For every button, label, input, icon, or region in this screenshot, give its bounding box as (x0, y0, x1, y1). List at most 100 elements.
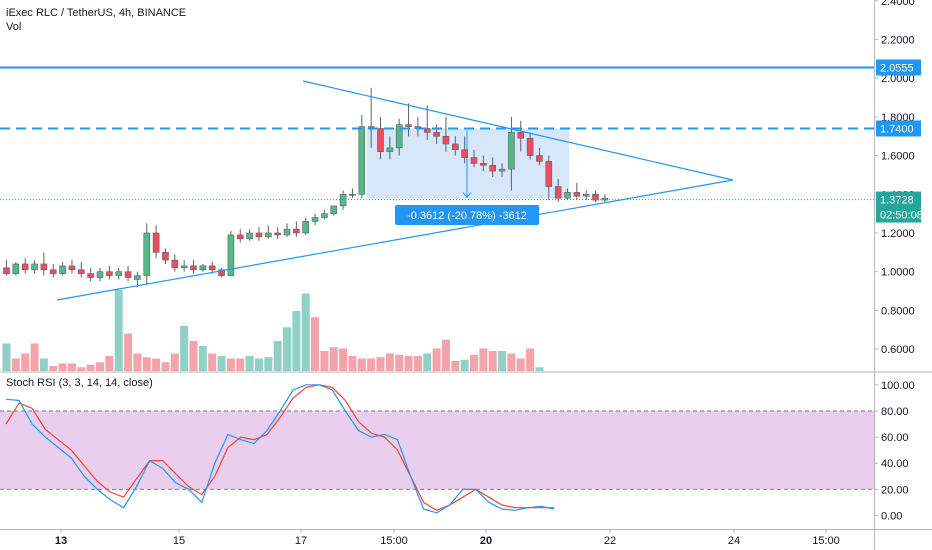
current-price-tag-bg (876, 191, 921, 208)
candle-body[interactable] (190, 265, 197, 271)
candle-body[interactable] (386, 147, 394, 153)
volume-bar (39, 358, 48, 371)
candle-body[interactable] (405, 124, 412, 127)
candle-body[interactable] (480, 163, 487, 166)
candle-body[interactable] (49, 269, 57, 274)
candle-body[interactable] (489, 164, 497, 172)
candle-body[interactable] (31, 263, 38, 271)
candle-body[interactable] (87, 273, 94, 278)
candle-body[interactable] (40, 263, 48, 271)
volume-bar (58, 363, 67, 371)
resistance-price-tag-bg (876, 59, 921, 76)
candle-body[interactable] (180, 265, 188, 269)
volume-bar (348, 356, 357, 371)
price-pane[interactable]: -0.3612 (-20.78%) -3612 (0, 0, 874, 371)
candle-body[interactable] (227, 234, 235, 276)
candle-body[interactable] (208, 265, 216, 271)
candle-body[interactable] (451, 143, 459, 151)
candle-body[interactable] (246, 232, 253, 240)
volume-bar (273, 341, 282, 371)
candle-body[interactable] (68, 265, 76, 271)
candle-body[interactable] (358, 126, 366, 195)
candle-body[interactable] (171, 259, 179, 269)
price-tick-label: 0.8000 (881, 305, 915, 317)
volume-bar (451, 361, 460, 371)
candle-body[interactable] (143, 232, 151, 276)
price-tick-label: 1.0000 (881, 267, 915, 279)
candle-body[interactable] (526, 137, 534, 156)
candle-body[interactable] (573, 192, 581, 197)
candle-body[interactable] (218, 269, 225, 276)
candle-body[interactable] (321, 213, 328, 218)
candle-body[interactable] (199, 265, 207, 271)
candle-body[interactable] (508, 132, 515, 170)
price-tick-label: 1.6000 (881, 151, 915, 163)
stoch-rsi-d-line[interactable] (5, 384, 555, 511)
stoch-rsi-k-line[interactable] (5, 384, 555, 514)
candle-body[interactable] (601, 197, 609, 201)
candle-body[interactable] (302, 221, 310, 234)
candle-body[interactable] (96, 271, 104, 278)
candle-body[interactable] (134, 275, 141, 280)
candle-body[interactable] (582, 194, 590, 197)
triangle-lower-line[interactable] (56, 179, 734, 301)
stoch-rsi-pane[interactable] (0, 384, 874, 514)
time-tick-label: 17 (295, 535, 307, 547)
candle-body[interactable] (433, 132, 440, 137)
candle-body[interactable] (330, 205, 338, 214)
candle-body[interactable] (12, 263, 20, 274)
candle-body[interactable] (274, 232, 281, 236)
candle-body[interactable] (236, 234, 244, 240)
candle-body[interactable] (554, 186, 562, 199)
volume-bar (161, 362, 170, 371)
candle-body[interactable] (517, 132, 525, 139)
candle-body[interactable] (461, 149, 468, 158)
candle-body[interactable] (115, 271, 122, 276)
dashed-level-price-tag: 1.7400 (880, 124, 914, 136)
volume-bar (208, 353, 217, 371)
candle-body[interactable] (536, 155, 543, 162)
dashed-level-price-tag-bg (876, 120, 921, 137)
volume-bar (292, 311, 301, 371)
candle-body[interactable] (564, 192, 571, 199)
rsi-tick-label: 40.00 (881, 458, 909, 470)
volume-bar (189, 341, 198, 371)
candle-body[interactable] (545, 161, 553, 187)
stoch-rsi-legend[interactable]: Stoch RSI (3, 3, 14, 14, close) (6, 377, 153, 389)
candle-body[interactable] (377, 128, 384, 153)
volume-bar (133, 353, 142, 371)
candle-body[interactable] (21, 263, 29, 271)
candle-body[interactable] (152, 232, 160, 253)
symbol-legend[interactable]: iExec RLC / TetherUS, 4h, BINANCE (6, 7, 186, 19)
candle-body[interactable] (59, 265, 66, 274)
candle-body[interactable] (349, 194, 356, 196)
candle-body[interactable] (78, 269, 85, 274)
volume-bar (283, 327, 291, 371)
candle-body[interactable] (293, 228, 300, 234)
volume-bar (198, 346, 207, 371)
candle-body[interactable] (395, 124, 403, 149)
candle-body[interactable] (423, 128, 431, 133)
volume-bar (96, 362, 104, 371)
volume-legend[interactable]: Vol (6, 21, 21, 33)
candle-body[interactable] (470, 157, 478, 164)
candle-body[interactable] (162, 252, 169, 261)
candle-body[interactable] (255, 232, 263, 238)
volume-bar (254, 358, 263, 371)
candle-body[interactable] (592, 194, 599, 201)
candle-body[interactable] (264, 232, 272, 238)
candle-body[interactable] (283, 228, 291, 236)
volume-bar (77, 367, 86, 371)
candle-body[interactable] (442, 135, 450, 145)
candle-body[interactable] (106, 271, 113, 276)
triangle-upper-line[interactable] (302, 80, 734, 181)
candle-body[interactable] (3, 267, 10, 274)
candle-body[interactable] (124, 271, 132, 278)
price-tick-label: 2.4000 (881, 0, 915, 8)
candle-body[interactable] (339, 194, 347, 207)
volume-bar (404, 356, 413, 371)
candle-body[interactable] (498, 168, 506, 172)
candle-body[interactable] (311, 217, 319, 222)
